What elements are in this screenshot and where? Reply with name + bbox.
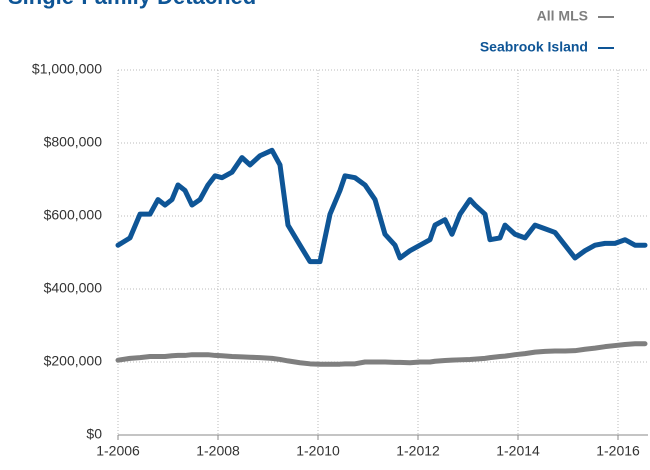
series-line bbox=[115, 341, 648, 367]
y-tick-label: $400,000 bbox=[44, 280, 103, 296]
x-tick-label: 1-2008 bbox=[196, 443, 240, 459]
x-tick-label: 1-2014 bbox=[496, 443, 540, 459]
y-tick-label: $600,000 bbox=[44, 207, 103, 223]
x-tick-label: 1-2012 bbox=[396, 443, 440, 459]
legend-label: All MLS bbox=[537, 8, 588, 24]
y-tick-label: $200,000 bbox=[44, 353, 103, 369]
chart-title: Single-Family Detached bbox=[8, 0, 256, 9]
y-tick-label: $0 bbox=[86, 426, 102, 442]
y-tick-label: $800,000 bbox=[44, 134, 103, 150]
series-line bbox=[115, 147, 648, 265]
x-tick-label: 1-2006 bbox=[96, 443, 140, 459]
y-tick-label: $1,000,000 bbox=[32, 61, 102, 77]
x-tick-label: 1-2016 bbox=[596, 443, 640, 459]
x-tick-label: 1-2010 bbox=[296, 443, 340, 459]
legend-label: Seabrook Island bbox=[480, 39, 588, 55]
